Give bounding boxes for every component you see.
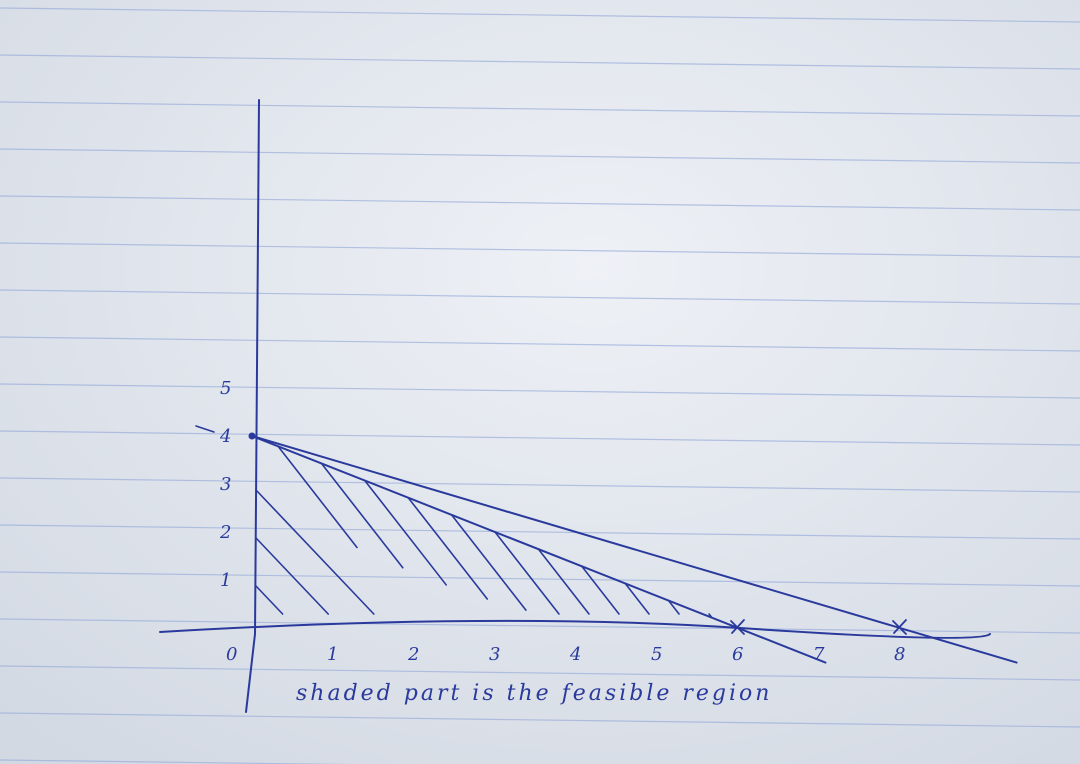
hatch-line: [277, 445, 358, 549]
ruled-line: [0, 524, 1080, 540]
x-tick-label: 6: [732, 644, 743, 665]
y-tick-label: 2: [219, 522, 231, 543]
ruled-line: [0, 54, 1080, 70]
hatch-line: [255, 489, 375, 615]
intercept-mark: [892, 619, 907, 635]
ruled-line: [0, 430, 1080, 446]
feasible-region-hatching: [255, 445, 713, 619]
x-tick-label: 8: [894, 644, 905, 665]
y-tick-label: 3: [220, 474, 231, 495]
ruled-line: [0, 618, 1080, 634]
y-tick-label: 1: [220, 570, 231, 591]
hatch-line: [580, 565, 620, 615]
ruled-line: [0, 665, 1080, 681]
ruled-line: [0, 712, 1080, 728]
hatch-line: [255, 537, 330, 615]
ruled-line: [0, 571, 1080, 587]
ruled-line: [0, 101, 1080, 117]
constraint-line-1: [251, 435, 827, 664]
ruled-line: [0, 383, 1080, 399]
x-tick-label: 4: [569, 644, 581, 665]
x-tick-label: 0: [226, 644, 237, 665]
vertex-dot: [248, 432, 256, 440]
hatch-line: [537, 548, 590, 615]
x-axis: [159, 619, 991, 639]
tick-mark: [195, 425, 215, 433]
hatch-line: [667, 599, 680, 615]
hatch-line: [624, 582, 650, 615]
hatch-line: [320, 462, 404, 569]
x-tick-label: 5: [651, 644, 662, 665]
intercept-mark: [730, 619, 745, 635]
ruled-line: [0, 289, 1080, 305]
y-axis: [245, 99, 260, 713]
ruled-line: [0, 759, 355, 764]
hatch-line: [255, 585, 284, 615]
x-tick-label: 1: [327, 644, 338, 665]
ruled-line: [0, 195, 1080, 211]
feasible-region-note: shaded part is the feasible region: [296, 681, 772, 706]
y-tick-label: 4: [219, 426, 231, 447]
y-tick-label: 5: [220, 378, 231, 399]
ruled-line: [0, 477, 1080, 493]
ruled-line: [0, 242, 1080, 258]
tick-labels: 0 1 2 3 4 5 6 7 8 1 2 3 4 5: [195, 378, 905, 665]
hatch-line: [364, 479, 448, 586]
hatch-line: [407, 496, 489, 600]
axes: [159, 99, 991, 713]
x-tick-label: 3: [489, 644, 500, 665]
hatch-line: [494, 531, 560, 615]
ruled-lines: [0, 7, 1080, 764]
constraint-lines: [248, 432, 1018, 664]
ruled-line: [0, 336, 1080, 352]
x-tick-label: 2: [407, 644, 419, 665]
ruled-line: [0, 7, 1080, 23]
constraint-line-2: [251, 435, 1018, 664]
ruled-line: [0, 148, 1080, 164]
hatch-line: [450, 514, 527, 611]
x-tick-label: 7: [813, 644, 825, 665]
